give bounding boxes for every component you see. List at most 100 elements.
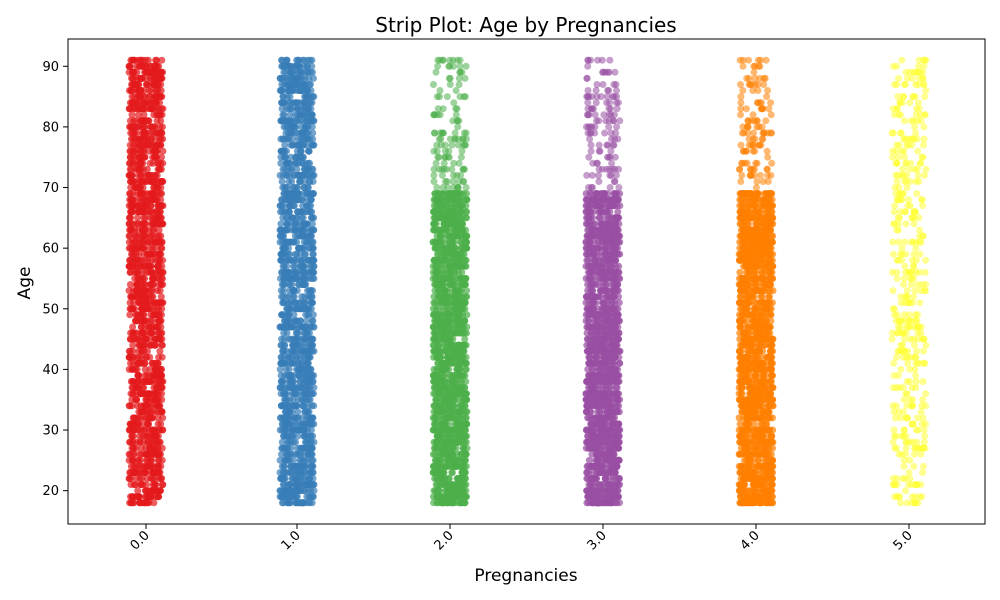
data-point bbox=[292, 62, 299, 70]
data-point bbox=[461, 232, 469, 240]
data-point bbox=[137, 56, 145, 64]
data-point bbox=[438, 226, 446, 234]
data-point bbox=[137, 481, 145, 489]
data-point bbox=[458, 220, 466, 228]
data-point bbox=[279, 475, 287, 482]
data-point bbox=[286, 238, 294, 246]
data-point bbox=[142, 305, 150, 313]
data-point bbox=[288, 323, 295, 331]
data-point bbox=[303, 438, 310, 446]
data-point bbox=[429, 262, 437, 270]
data-point bbox=[445, 220, 453, 228]
data-point bbox=[305, 311, 313, 319]
data-point bbox=[143, 196, 151, 204]
data-point bbox=[297, 317, 305, 325]
data-point bbox=[126, 268, 134, 276]
data-point bbox=[159, 147, 167, 155]
data-point bbox=[456, 305, 464, 313]
data-point bbox=[436, 432, 444, 440]
data-point bbox=[458, 481, 466, 489]
data-point bbox=[435, 390, 443, 398]
data-point bbox=[293, 220, 301, 228]
data-point bbox=[300, 378, 308, 385]
data-point bbox=[434, 487, 441, 495]
data-point bbox=[285, 365, 293, 373]
data-point bbox=[293, 353, 301, 361]
data-point bbox=[305, 305, 313, 313]
data-point bbox=[281, 196, 289, 204]
data-point bbox=[125, 232, 133, 240]
data-point bbox=[306, 56, 314, 64]
data-point bbox=[613, 384, 621, 392]
data-point bbox=[297, 111, 305, 119]
data-point bbox=[278, 208, 286, 216]
data-point bbox=[299, 196, 307, 204]
data-point bbox=[138, 178, 146, 185]
data-point bbox=[146, 365, 154, 373]
data-point bbox=[127, 499, 135, 507]
data-point bbox=[306, 208, 314, 216]
data-point bbox=[139, 105, 147, 113]
data-point bbox=[135, 135, 143, 143]
data-point bbox=[278, 384, 286, 392]
data-point bbox=[462, 62, 470, 70]
data-point bbox=[440, 469, 448, 476]
data-point bbox=[137, 87, 145, 94]
data-point bbox=[279, 232, 286, 240]
data-point bbox=[137, 323, 145, 331]
data-point bbox=[293, 335, 300, 343]
data-point bbox=[288, 190, 296, 198]
data-point bbox=[280, 190, 288, 198]
data-point bbox=[437, 202, 445, 210]
data-point bbox=[294, 232, 302, 240]
data-point bbox=[282, 396, 290, 404]
data-point bbox=[453, 105, 461, 113]
data-point bbox=[127, 184, 135, 191]
data-point bbox=[158, 384, 166, 392]
data-point bbox=[142, 129, 150, 137]
data-point bbox=[158, 444, 166, 452]
data-point bbox=[150, 499, 158, 507]
data-point bbox=[309, 475, 317, 482]
data-point bbox=[298, 244, 306, 252]
data-point bbox=[281, 244, 289, 252]
data-point bbox=[131, 178, 138, 185]
data-point bbox=[159, 159, 167, 167]
data-point bbox=[129, 74, 137, 82]
data-point bbox=[454, 499, 462, 507]
data-point bbox=[131, 244, 139, 252]
data-point bbox=[595, 481, 603, 489]
data-point bbox=[454, 184, 462, 191]
data-point bbox=[300, 232, 308, 240]
data-point bbox=[297, 68, 304, 76]
data-point bbox=[289, 184, 297, 191]
data-point bbox=[277, 159, 285, 167]
data-point bbox=[141, 220, 149, 228]
data-point bbox=[152, 244, 160, 252]
data-point bbox=[297, 396, 305, 404]
data-point bbox=[304, 359, 312, 367]
data-point bbox=[459, 372, 467, 379]
data-point bbox=[129, 390, 137, 398]
data-point bbox=[154, 262, 162, 270]
data-point bbox=[280, 68, 288, 76]
data-point bbox=[458, 68, 466, 76]
data-point bbox=[461, 359, 469, 367]
data-points bbox=[125, 56, 930, 507]
data-point bbox=[130, 117, 138, 125]
data-point bbox=[285, 372, 292, 379]
data-point bbox=[282, 432, 290, 440]
data-point bbox=[461, 256, 469, 264]
data-point bbox=[436, 87, 444, 94]
data-point bbox=[277, 287, 285, 295]
data-point bbox=[156, 438, 164, 446]
data-point bbox=[135, 317, 143, 325]
data-point bbox=[148, 462, 156, 470]
data-point bbox=[149, 293, 157, 301]
data-point bbox=[456, 426, 463, 434]
data-point bbox=[308, 111, 316, 119]
data-point bbox=[440, 420, 447, 428]
data-point bbox=[276, 74, 284, 82]
data-point bbox=[431, 220, 439, 228]
